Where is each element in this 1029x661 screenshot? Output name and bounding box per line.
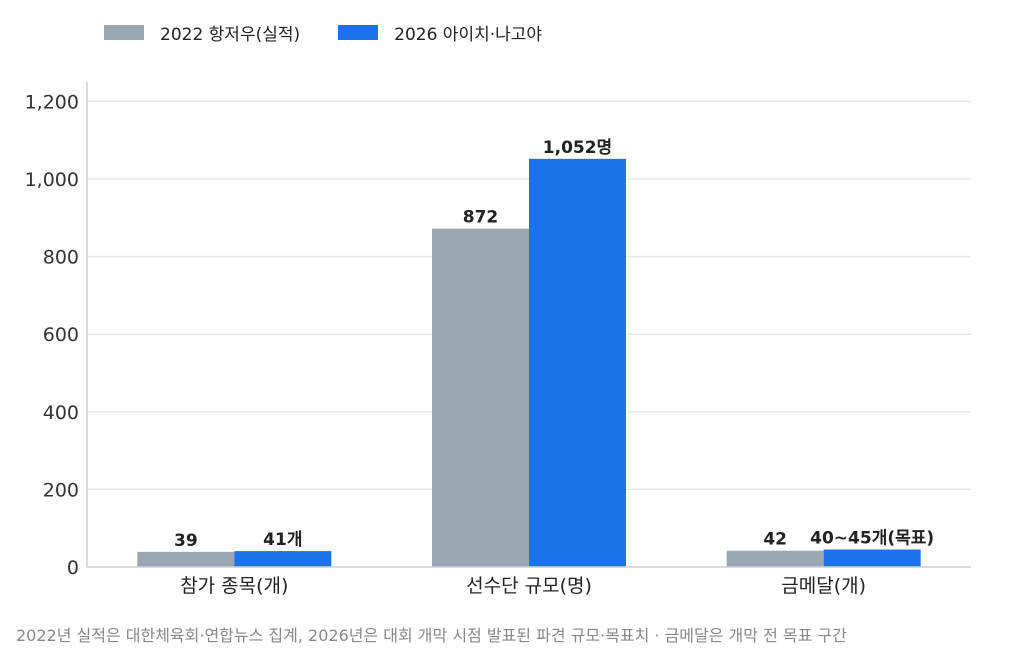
data-label-s1-c1: 1,052명 <box>543 138 612 158</box>
y-tick-label-1200: 1,200 <box>25 91 79 113</box>
y-tick-label-200: 200 <box>43 479 79 501</box>
bar-s0-c2 <box>726 550 824 567</box>
legend-swatch-2026 <box>338 24 379 40</box>
legend-item-2022: 2022 항저우(실적) <box>104 20 300 45</box>
legend-label-2026: 2026 아이치·나고야 <box>394 24 543 45</box>
legend-label-2022: 2022 항저우(실적) <box>160 24 301 45</box>
bar-s1-c1 <box>529 158 626 567</box>
x-tick-label-0: 참가 종목(개) <box>180 575 288 597</box>
bar-s1-c0 <box>234 551 332 567</box>
y-tick-label-0: 0 <box>67 557 79 579</box>
y-tick-label-800: 800 <box>43 247 79 269</box>
bar-s0-c1 <box>432 228 529 567</box>
y-tick-label-600: 600 <box>43 324 79 346</box>
data-label-s0-c0: 39 <box>174 531 198 551</box>
chart-legend: 2022 항저우(실적) 2026 아이치·나고야 <box>104 20 580 45</box>
footnote: 2022년 실적은 대한체육회·연합뉴스 집계, 2026년은 대회 개막 시점… <box>16 626 847 645</box>
data-label-s1-c2: 40~45개(목표) <box>810 529 934 549</box>
y-tick-label-400: 400 <box>43 402 79 424</box>
x-tick-label-2: 금메달(개) <box>781 575 866 597</box>
legend-item-2026: 2026 아이치·나고야 <box>338 20 542 45</box>
x-tick-label-1: 선수단 규모(명) <box>466 575 592 597</box>
legend-swatch-2022 <box>104 24 144 40</box>
data-label-s0-c1: 872 <box>463 208 499 228</box>
data-label-s0-c2: 42 <box>763 530 787 550</box>
bar-s0-c0 <box>137 551 235 567</box>
bar-s1-c2 <box>823 549 921 567</box>
y-tick-label-1000: 1,000 <box>25 169 79 191</box>
data-label-s1-c0: 41개 <box>263 530 302 550</box>
